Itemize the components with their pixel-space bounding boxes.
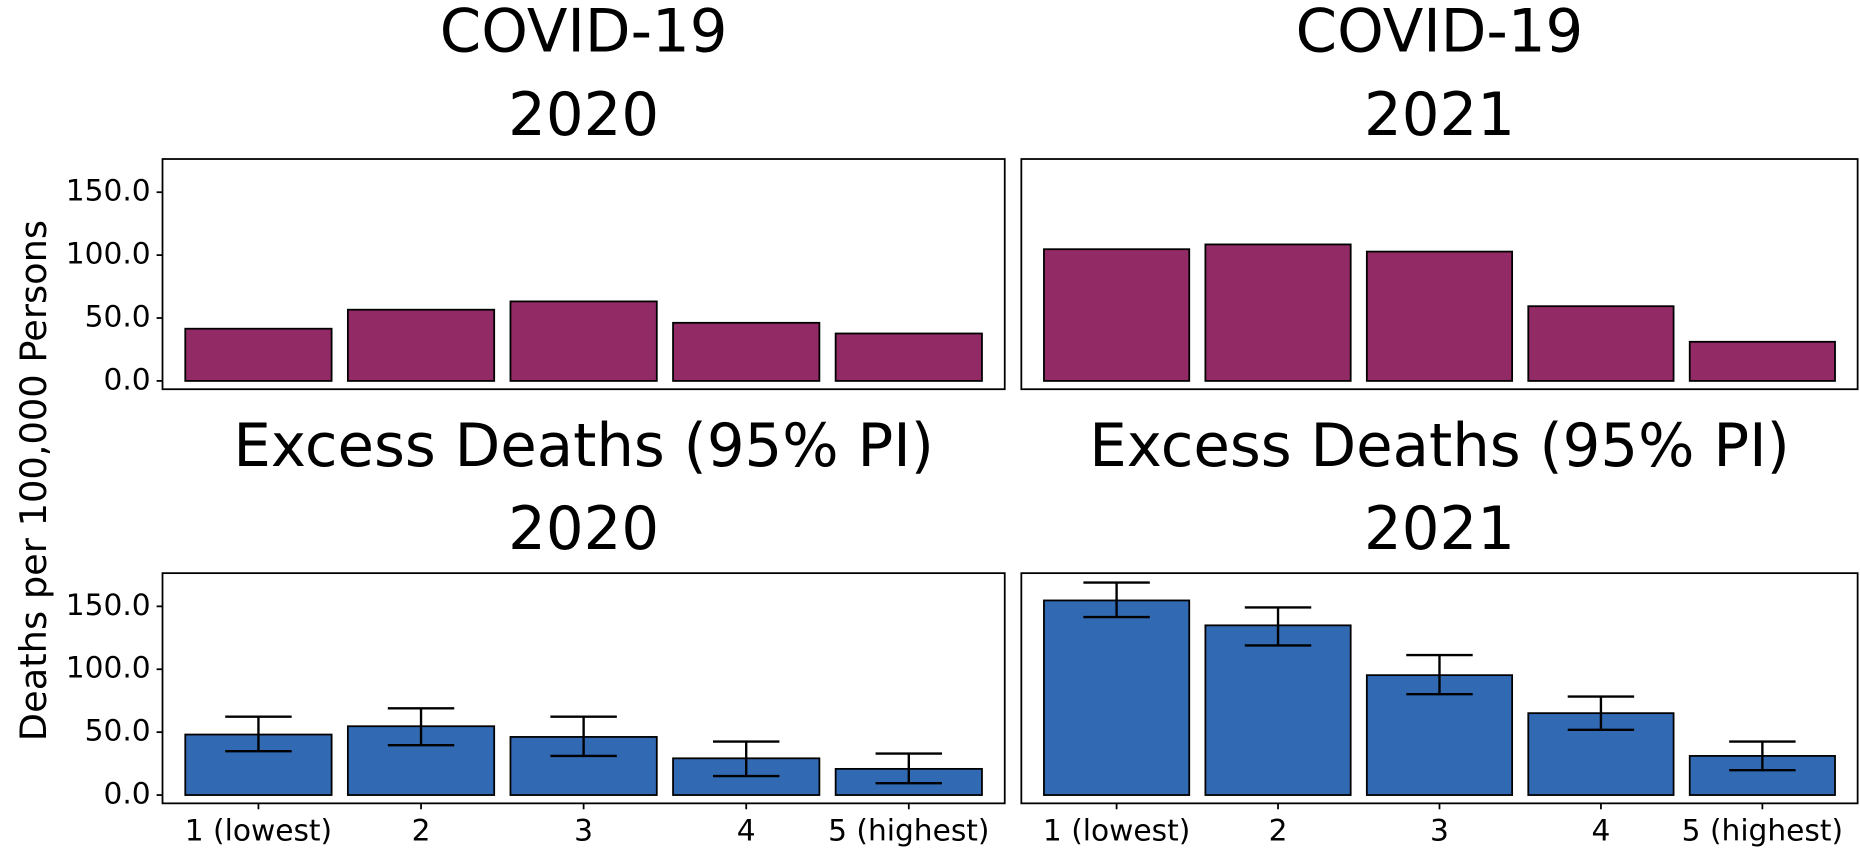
- chart-title: Excess Deaths (95% PI): [1089, 411, 1790, 480]
- bar: [1527, 305, 1675, 382]
- bar: [1043, 599, 1191, 796]
- bar: [1204, 243, 1352, 382]
- bar: [509, 300, 658, 382]
- x-tick-label: 1 (lowest): [1043, 812, 1190, 847]
- x-tick-label: 4: [1591, 812, 1610, 847]
- chart-title: COVID-19: [1296, 0, 1584, 66]
- bar: [1204, 624, 1352, 796]
- y-tick-label: 100.0: [66, 650, 151, 685]
- chart-subtitle: 2020: [508, 80, 659, 149]
- y-axis-label: Deaths per 100,000 Persons: [12, 220, 55, 741]
- bar: [1365, 250, 1514, 382]
- y-tick-label: 50.0: [85, 713, 151, 748]
- y-tick-label: 0.0: [103, 361, 150, 396]
- y-tick-label: 50.0: [85, 299, 151, 334]
- x-tick-label: 1 (lowest): [185, 812, 332, 847]
- x-tick-label: 2: [412, 812, 431, 847]
- y-tick-label: 150.0: [66, 173, 151, 208]
- plot-frame: [161, 158, 1006, 391]
- x-tick-label: 3: [1430, 812, 1449, 847]
- plot-frame: [1020, 158, 1859, 391]
- x-tick-label: 4: [737, 812, 756, 847]
- bar: [834, 332, 983, 382]
- bar: [672, 321, 821, 382]
- y-tick-label: 100.0: [66, 236, 151, 271]
- chart-title: Excess Deaths (95% PI): [233, 411, 934, 480]
- bar: [1043, 248, 1191, 382]
- chart-subtitle: 2020: [508, 494, 659, 563]
- bar: [1688, 340, 1836, 382]
- chart-subtitle: 2021: [1364, 80, 1515, 149]
- x-tick-label: 5 (highest): [828, 812, 989, 847]
- x-tick-label: 2: [1269, 812, 1288, 847]
- bar: [346, 308, 496, 382]
- chart-title: COVID-19: [440, 0, 728, 66]
- y-tick-label: 150.0: [66, 587, 151, 622]
- x-tick-label: 5 (highest): [1682, 812, 1843, 847]
- x-tick-label: 3: [574, 812, 593, 847]
- chart-subtitle: 2021: [1364, 494, 1515, 563]
- y-tick-label: 0.0: [103, 776, 150, 811]
- bar: [184, 327, 333, 382]
